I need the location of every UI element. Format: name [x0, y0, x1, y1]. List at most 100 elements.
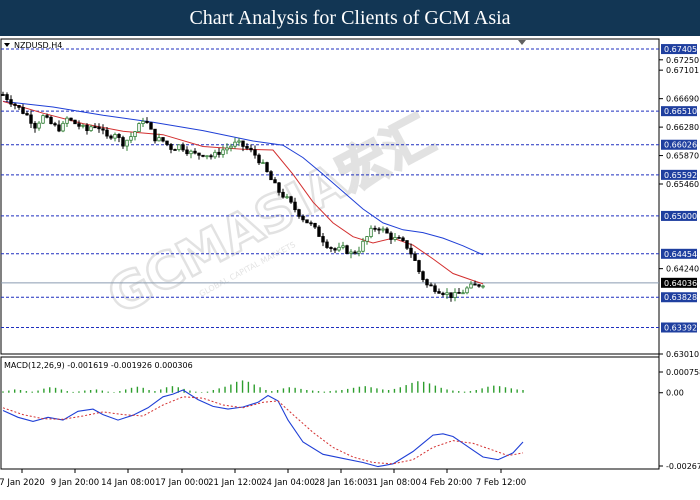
macd-tick-label: -0.002679 [666, 462, 700, 471]
bear-candle [293, 201, 297, 211]
bear-candle [309, 222, 313, 225]
bear-candle [105, 129, 109, 137]
time-tick-label: 14 Jan 08:00 [101, 478, 155, 488]
bear-candle [85, 124, 89, 132]
macd-lines [2, 389, 524, 468]
bull-candle [341, 245, 345, 248]
bear-candle [13, 103, 17, 106]
bull-candle [453, 291, 457, 299]
bull-candle [89, 126, 93, 132]
price-tick-label: 0.63010 [666, 350, 699, 359]
bull-candle [189, 150, 193, 155]
bear-candle [197, 152, 201, 156]
bear-candle [281, 191, 285, 198]
time-tick-label: 4 Feb 20:00 [422, 478, 472, 488]
bear-candle [145, 120, 149, 124]
bull-candle [461, 292, 465, 295]
time-tick-label: 17 Jan 00:00 [155, 478, 209, 488]
macd-line [2, 389, 524, 468]
bear-candle [1, 94, 5, 96]
bear-candle [49, 116, 53, 125]
bull-candle [393, 237, 397, 240]
bear-candle [473, 283, 477, 286]
current-price-badge [661, 277, 697, 288]
bear-candle [257, 154, 261, 164]
bull-candle [177, 144, 181, 150]
bear-candle [57, 124, 61, 132]
bull-candle [125, 139, 129, 147]
bear-candle [413, 253, 417, 261]
level-badge [661, 248, 697, 259]
bull-candle [137, 123, 141, 133]
chart-area: GCMASIA宏汇 GLOBAL CAPITAL MARKETS 0.67250… [0, 38, 700, 488]
bear-candle [53, 123, 57, 126]
bear-candle [289, 196, 293, 203]
bear-candle [93, 126, 97, 129]
bear-candle [109, 135, 113, 139]
bear-candle [21, 107, 25, 114]
bull-candle [221, 149, 225, 155]
bull-candle [369, 227, 373, 238]
bear-candle [265, 162, 269, 173]
level-badge-label: 0.64454 [664, 250, 697, 259]
bull-candle [113, 134, 117, 139]
time-tick-label: 7 Feb 12:00 [476, 478, 526, 488]
bear-candle [69, 117, 73, 121]
bull-candle [81, 124, 85, 127]
slow-moving-average-line [2, 100, 484, 256]
time-tick-label: 24 Jan 04:00 [261, 478, 315, 488]
bear-candle [45, 115, 49, 118]
level-badge [661, 44, 697, 55]
collapse-icon[interactable] [4, 43, 10, 47]
bear-candle [405, 240, 409, 249]
bear-candle [253, 149, 257, 156]
bull-candle [337, 246, 341, 251]
level-badge [661, 169, 697, 180]
time-tick-label: 9 Jan 20:00 [51, 478, 99, 488]
bull-candle [213, 151, 217, 158]
bull-candle [129, 136, 133, 141]
bear-candle [5, 94, 9, 100]
bear-candle [165, 140, 169, 145]
level-lines [1, 48, 659, 328]
bull-candle [141, 120, 145, 125]
bear-candle [77, 123, 81, 127]
panel-handle-icon[interactable] [518, 40, 526, 45]
candlesticks [1, 91, 485, 302]
bear-candle [249, 147, 253, 151]
price-tick-label: 0.65460 [666, 180, 699, 189]
bear-candle [185, 149, 189, 155]
bear-candle [325, 241, 329, 248]
macd-axis: 0.000758 0.00 -0.002679 [659, 368, 700, 471]
bull-candle [365, 236, 369, 242]
bear-candle [73, 119, 77, 125]
bear-candle [401, 237, 405, 241]
time-tick-label: 21 Jan 12:00 [208, 478, 262, 488]
macd-tick-label: 0.00 [666, 389, 684, 398]
bear-candle [441, 292, 445, 295]
fast-moving-average-line [2, 100, 484, 285]
bear-candle [33, 122, 37, 129]
level-badge [661, 210, 697, 221]
bear-candle [457, 291, 461, 294]
bear-candle [329, 247, 333, 249]
bear-candle [181, 144, 185, 151]
bull-candle [41, 115, 45, 124]
bull-candle [157, 137, 161, 142]
bear-candle [433, 285, 437, 292]
price-tick-label: 0.67101 [666, 66, 699, 75]
level-badge-label: 0.66026 [664, 141, 697, 150]
bull-candle [349, 251, 353, 254]
bear-candle [169, 144, 173, 150]
bull-candle [37, 122, 41, 129]
price-tick-label: 0.67250 [666, 56, 699, 65]
bear-candle [277, 182, 281, 193]
price-tick-label: 0.66690 [666, 95, 699, 104]
bear-candle [97, 126, 101, 130]
bull-candle [261, 162, 265, 165]
bear-candle [429, 284, 433, 287]
bear-candle [397, 237, 401, 239]
bear-candle [193, 150, 197, 154]
bear-candle [121, 137, 125, 147]
